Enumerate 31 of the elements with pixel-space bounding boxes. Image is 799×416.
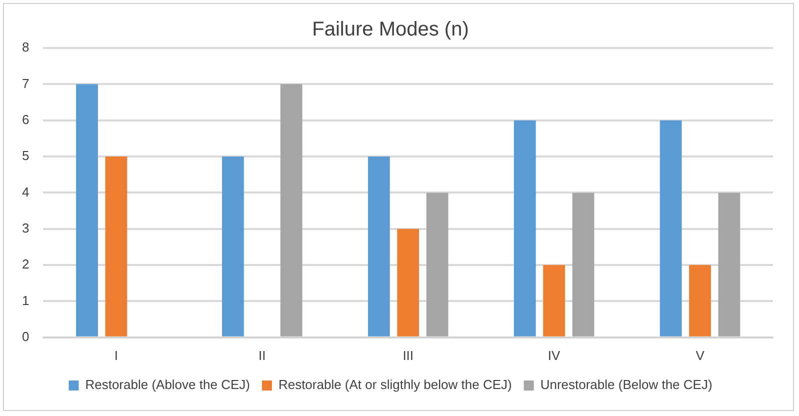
bar (543, 265, 566, 336)
bar (280, 84, 302, 336)
chart-title: Failure Modes (n) (312, 18, 469, 41)
y-tick-label: 4 (22, 184, 30, 200)
bar (660, 120, 682, 336)
y-tick-label: 0 (22, 328, 30, 344)
bar (76, 84, 98, 336)
bar (397, 228, 420, 336)
bar (718, 192, 740, 336)
x-tick-label: I (114, 348, 118, 363)
y-tick-label: 6 (22, 112, 30, 127)
bar (572, 192, 594, 336)
y-tick-label: 3 (22, 220, 30, 236)
x-tick-label: III (402, 348, 414, 363)
y-tick-label: 2 (22, 256, 30, 272)
y-tick-label: 7 (22, 76, 30, 91)
bar (426, 192, 448, 336)
y-tick-label: 8 (22, 40, 30, 55)
bar (368, 156, 390, 336)
y-tick-label: 1 (22, 292, 30, 308)
legend-label: Restorable (Ablove the CEJ) (85, 377, 250, 392)
x-tick-label: II (258, 348, 266, 363)
bar (222, 156, 244, 336)
bar (689, 265, 711, 336)
legend-label: Restorable (At or sligthly below the CEJ) (278, 377, 512, 392)
y-tick-label: 5 (22, 148, 30, 164)
x-tick-label: IV (548, 348, 561, 363)
x-tick-label: V (696, 348, 705, 363)
bar (105, 156, 128, 336)
legend-label: Unrestorable (Below the CEJ) (540, 377, 712, 392)
bar (514, 120, 536, 336)
